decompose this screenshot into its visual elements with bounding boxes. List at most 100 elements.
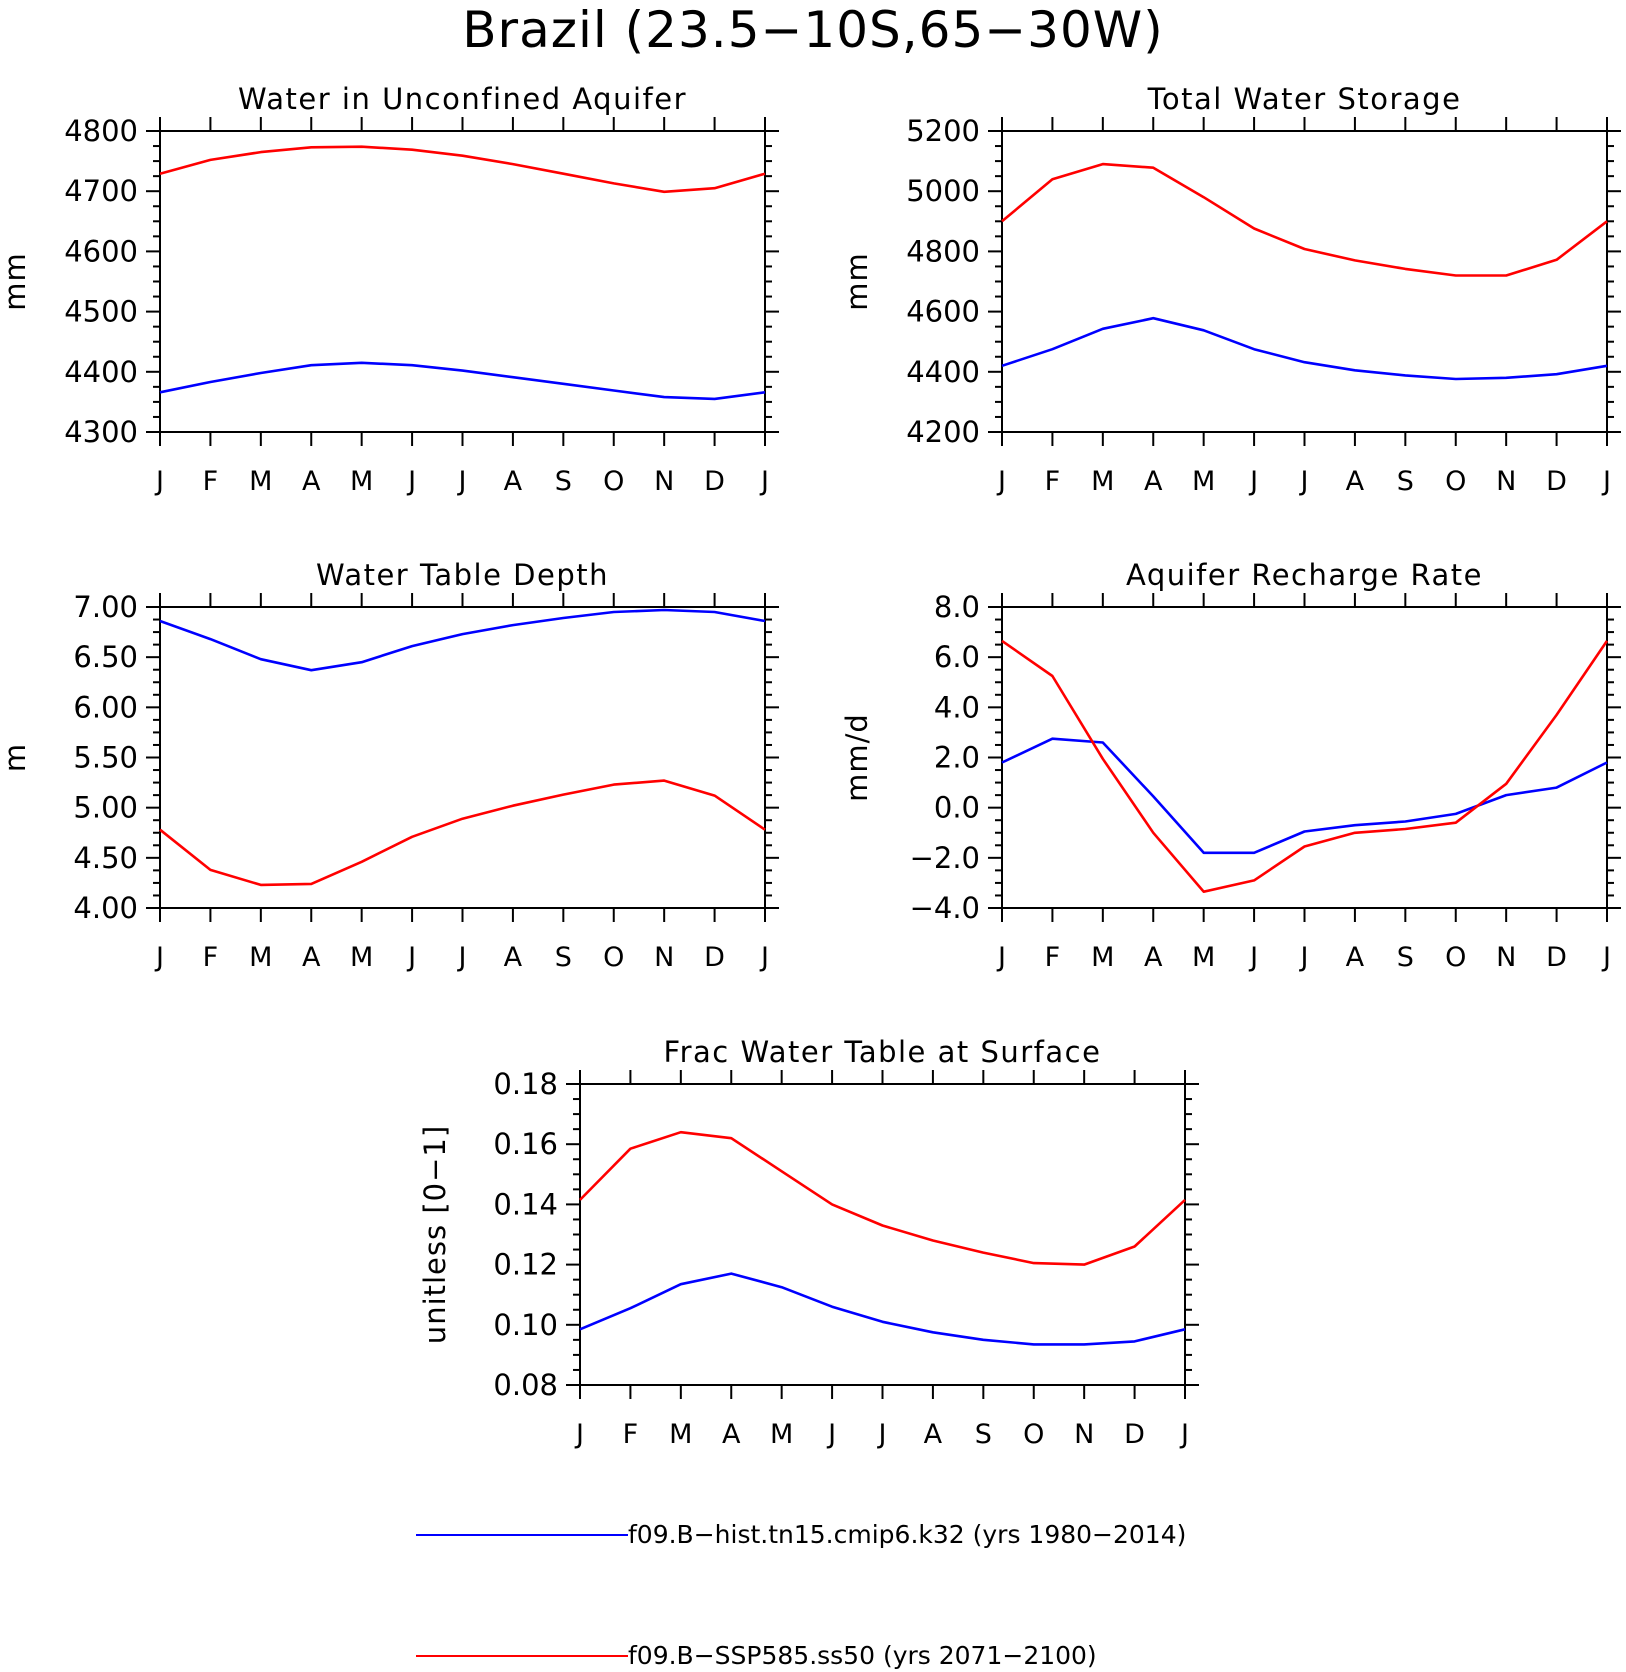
x-tick-label: M — [350, 466, 373, 497]
x-tick-label: J — [1601, 466, 1611, 497]
x-tick-label: A — [924, 1419, 943, 1450]
series-line-ssp — [579, 1130, 1186, 1266]
x-tick-label: J — [1601, 942, 1611, 973]
panel-title: Water Table Depth — [316, 558, 609, 592]
y-tick-label: 6.00 — [73, 690, 138, 724]
x-tick-label: S — [1397, 942, 1414, 973]
x-tick-label: M — [350, 942, 373, 973]
x-tick-label: O — [1445, 942, 1466, 973]
y-tick-label: 4400 — [906, 355, 980, 389]
x-tick-label: J — [154, 942, 164, 973]
y-axis-label: mm/d — [840, 713, 874, 802]
legend-entry-ssp: f09.B−SSP585.ss50 (yrs 2071−2100) — [416, 1641, 1416, 1671]
y-tick-label: −4.0 — [910, 891, 980, 925]
y-tick-label: 6.50 — [73, 640, 138, 674]
y-tick-label: 4800 — [64, 114, 138, 148]
series-line-hist — [1001, 737, 1608, 855]
y-tick-label: 4.00 — [73, 891, 138, 925]
chart-panel-1: J F M A M J J A S O N D J430044004500460047004800Wat… — [0, 82, 779, 497]
x-tick-label: F — [203, 942, 219, 973]
x-tick-label: M — [249, 942, 272, 973]
figure-title: Brazil (23.5−10S,65−30W) — [462, 1, 1164, 59]
y-tick-label: 4300 — [64, 415, 138, 449]
x-tick-label: A — [722, 1419, 741, 1450]
x-tick-label: J — [759, 466, 769, 497]
y-tick-label: 4600 — [906, 295, 980, 329]
chart-panel-5: J F M A M J J A S O N D J0.080.100.120.140.160.18Fra… — [418, 1035, 1199, 1450]
y-tick-label: −2.0 — [910, 841, 980, 875]
legend-swatch-hist — [416, 1534, 628, 1536]
x-tick-label: S — [975, 1419, 992, 1450]
x-tick-label: J — [406, 466, 416, 497]
x-tick-label: J — [759, 942, 769, 973]
x-tick-label: S — [555, 466, 572, 497]
x-tick-label: A — [1346, 942, 1365, 973]
plot-frame — [159, 130, 766, 433]
x-tick-label: N — [654, 942, 674, 973]
y-axis-label: unitless [0−1] — [418, 1125, 452, 1344]
x-tick-label: J — [826, 1419, 836, 1450]
y-tick-label: 4800 — [906, 234, 980, 268]
y-tick-label: 4200 — [906, 415, 980, 449]
x-tick-label: D — [1546, 942, 1567, 973]
x-tick-label: J — [1248, 942, 1258, 973]
y-tick-label: 0.08 — [493, 1368, 558, 1402]
panel-title: Total Water Storage — [1147, 82, 1462, 116]
x-tick-label: J — [1299, 942, 1309, 973]
panel-title: Frac Water Table at Surface — [664, 1035, 1102, 1069]
x-tick-label: F — [1045, 466, 1061, 497]
legend-swatch-ssp — [416, 1655, 628, 1657]
x-tick-label: A — [1144, 942, 1163, 973]
x-tick-label: J — [1248, 466, 1258, 497]
y-tick-label: 0.12 — [493, 1248, 558, 1282]
x-tick-label: J — [406, 942, 416, 973]
x-tick-label: D — [1546, 466, 1567, 497]
legend-entry-hist: f09.B−hist.tn15.cmip6.k32 (yrs 1980−2014… — [416, 1520, 1416, 1550]
y-tick-label: 4.50 — [73, 841, 138, 875]
y-tick-label: 5200 — [906, 114, 980, 148]
x-tick-label: J — [1299, 466, 1309, 497]
y-tick-label: 0.14 — [493, 1187, 558, 1221]
y-axis-label: mm — [0, 252, 32, 311]
plot-frame — [1001, 606, 1608, 909]
y-tick-label: 0.16 — [493, 1127, 558, 1161]
x-tick-label: J — [996, 942, 1006, 973]
series-line-ssp — [159, 145, 766, 194]
y-tick-label: 8.0 — [934, 590, 980, 624]
x-tick-label: M — [1091, 942, 1114, 973]
chart-panel-4: J F M A M J J A S O N D J−4.0−2.00.02.04.06.08.0Aqui… — [840, 558, 1621, 973]
x-tick-label: A — [1346, 466, 1365, 497]
x-tick-label: S — [1397, 466, 1414, 497]
x-tick-label: M — [1192, 466, 1215, 497]
y-tick-label: 2.0 — [934, 741, 980, 775]
y-tick-label: 5000 — [906, 174, 980, 208]
x-tick-label: D — [704, 942, 725, 973]
x-tick-label: S — [555, 942, 572, 973]
y-tick-label: 0.10 — [493, 1308, 558, 1342]
y-axis-label: m — [0, 743, 32, 772]
x-tick-label: F — [1045, 942, 1061, 973]
x-tick-label: F — [203, 466, 219, 497]
x-tick-label: M — [669, 1419, 692, 1450]
x-tick-label: A — [302, 466, 321, 497]
y-tick-label: 7.00 — [73, 590, 138, 624]
y-tick-label: 6.0 — [934, 640, 980, 674]
y-tick-label: 4600 — [64, 234, 138, 268]
legend-label-hist: f09.B−hist.tn15.cmip6.k32 (yrs 1980−2014… — [628, 1520, 1187, 1549]
series-line-ssp — [1001, 639, 1609, 894]
x-tick-label: N — [1496, 466, 1516, 497]
y-tick-label: 4.0 — [934, 690, 980, 724]
x-tick-label: O — [603, 942, 624, 973]
y-tick-label: 4500 — [64, 295, 138, 329]
y-tick-label: 4400 — [64, 355, 138, 389]
x-tick-label: J — [457, 942, 467, 973]
x-tick-label: N — [1496, 942, 1516, 973]
plot-frame — [159, 606, 766, 909]
x-tick-label: J — [457, 466, 467, 497]
x-tick-label: M — [249, 466, 272, 497]
y-tick-label: 5.00 — [73, 791, 138, 825]
series-line-hist — [159, 608, 766, 672]
x-tick-label: N — [1074, 1419, 1094, 1450]
x-tick-label: J — [154, 466, 164, 497]
x-tick-label: M — [770, 1419, 793, 1450]
